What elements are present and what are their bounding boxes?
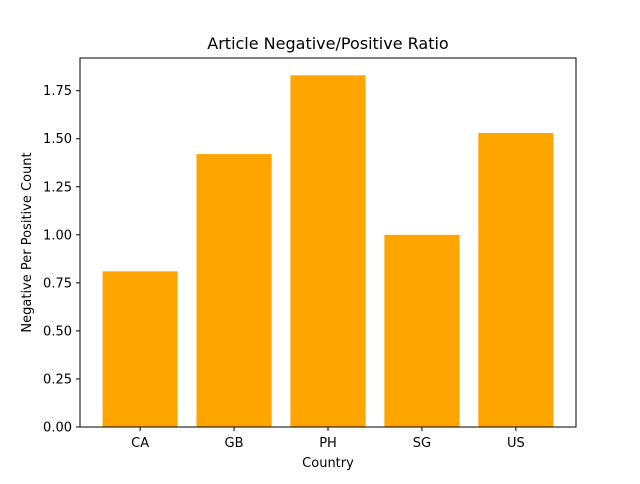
x-tick-label: US [507, 436, 525, 451]
y-tick-label: 1.25 [43, 180, 72, 195]
bar-ca [102, 271, 178, 427]
bar-sg [384, 234, 460, 427]
y-tick-label: 1.00 [43, 228, 72, 243]
bars [102, 75, 554, 427]
x-tick-label: CA [131, 436, 149, 451]
x-tick-label: GB [225, 436, 244, 451]
y-tick-label: 1.50 [43, 132, 72, 147]
plot-frame [79, 57, 577, 428]
y-tick-label: 0.25 [43, 372, 72, 387]
y-tick-label: 0.00 [43, 421, 72, 436]
x-tick-label: SG [413, 436, 431, 451]
bar-gb [196, 154, 272, 427]
bar-us [478, 132, 554, 427]
x-tick-label: PH [319, 436, 337, 451]
y-tick-label: 0.50 [43, 324, 72, 339]
y-axis-ticks: 0.00 0.25 0.50 0.75 1.00 1.25 1.50 1.75 [43, 84, 80, 436]
y-axis-label: Negative Per Positive Count [20, 152, 35, 332]
bar-ph [290, 75, 366, 427]
y-tick-label: 1.75 [43, 84, 72, 99]
chart-title: Article Negative/Positive Ratio [207, 34, 448, 53]
y-tick-label: 0.75 [43, 276, 72, 291]
x-axis-ticks: CA GB PH SG US [131, 427, 525, 451]
x-axis-label: Country [302, 456, 354, 471]
